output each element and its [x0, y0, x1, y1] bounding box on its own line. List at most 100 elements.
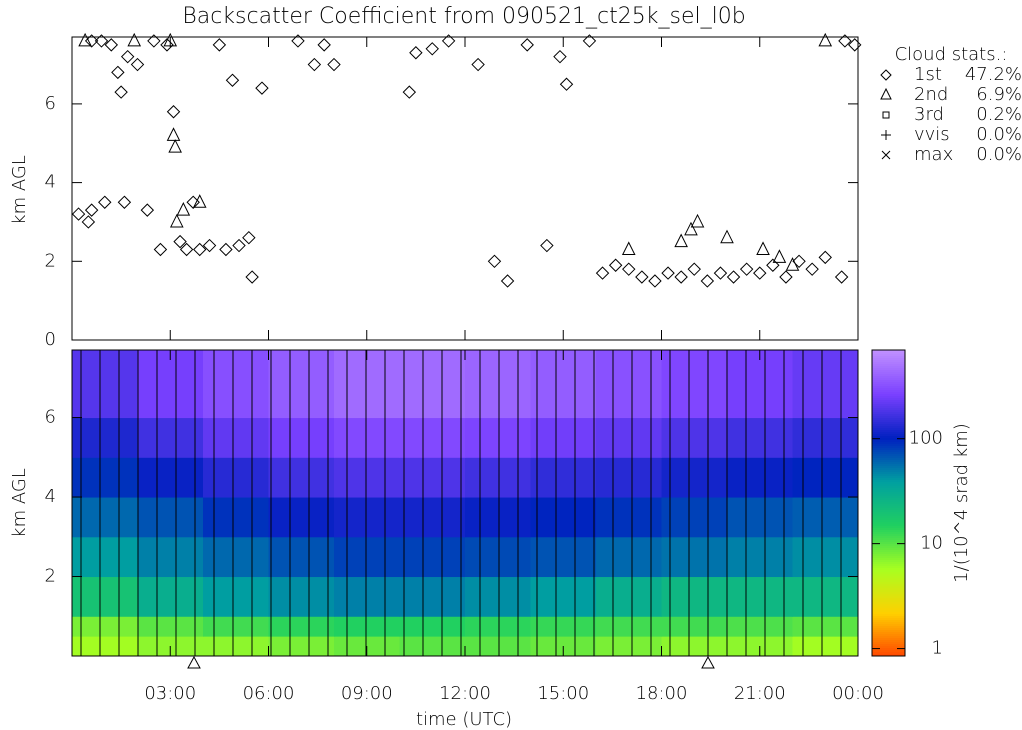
data-point — [838, 34, 852, 48]
colorbar-slice — [872, 456, 905, 459]
colorbar-slice — [872, 568, 905, 571]
data-point — [582, 34, 597, 48]
heat-cell — [399, 616, 466, 637]
colorbar-slice — [872, 426, 905, 429]
colorbar-slice — [872, 468, 905, 471]
heat-cell — [203, 497, 269, 538]
colorbar-slice — [872, 604, 905, 607]
legend-symbol — [882, 111, 890, 119]
heat-cell — [661, 536, 728, 578]
data-point — [834, 270, 849, 284]
data-point — [147, 34, 161, 48]
heat-cell — [596, 616, 662, 637]
colorbar-slice — [872, 372, 905, 375]
heat-cell — [137, 497, 204, 538]
colorbar-slice — [872, 368, 905, 371]
heat-cell — [661, 636, 728, 657]
heat-cell — [399, 457, 466, 498]
heat-cell — [334, 536, 400, 578]
colorbar-slice — [872, 434, 905, 437]
heat-cell — [334, 576, 400, 617]
colorbar-slice — [872, 422, 905, 425]
data-point — [111, 65, 125, 80]
colorbar-slice — [872, 558, 905, 561]
colorbar-slice — [872, 448, 905, 451]
data-point — [120, 49, 135, 64]
colorbar-slice — [872, 412, 905, 415]
colorbar-slice — [872, 504, 905, 507]
heat-cell — [137, 350, 204, 419]
data-point — [153, 242, 168, 257]
colorbar-slice — [872, 392, 905, 395]
data-point — [635, 270, 649, 284]
heat-cell — [792, 636, 859, 657]
data-point — [81, 215, 96, 229]
heat-cell — [268, 616, 335, 637]
heat-cell — [596, 576, 662, 617]
colorbar-slice — [872, 366, 905, 369]
data-point — [818, 32, 833, 47]
colorbar-slice — [872, 616, 905, 619]
heat-cell — [465, 417, 531, 458]
colorbar-slice — [872, 648, 905, 651]
heat-cell — [203, 636, 269, 657]
colorbar-slice — [872, 512, 905, 515]
colorbar-slice — [872, 474, 905, 477]
y-axis-label: km AGL — [9, 468, 30, 538]
data-point — [71, 207, 86, 221]
colorbar-slice — [872, 574, 905, 577]
data-point — [684, 221, 698, 236]
x-tick-label: 00:00 — [832, 683, 884, 704]
colorbar-slice — [872, 556, 905, 559]
colorbar-slice — [872, 388, 905, 391]
colorbar-slice — [872, 518, 905, 521]
heat-cell — [530, 350, 597, 419]
colorbar-slice — [872, 606, 905, 609]
data-point — [192, 194, 207, 208]
colorbar-slice — [872, 654, 905, 657]
legend-label: 1st — [914, 64, 942, 85]
colorbar-slice — [872, 538, 905, 541]
heat-cell — [465, 350, 531, 419]
colorbar-slice — [872, 614, 905, 617]
colorbar-slice — [872, 642, 905, 645]
data-point — [753, 266, 767, 280]
colorbar-slice — [872, 358, 905, 361]
colorbar-slice — [872, 638, 905, 641]
heatmap — [72, 350, 859, 657]
heat-cell — [334, 457, 400, 498]
colorbar-slice — [872, 454, 905, 457]
colorbar-slice — [872, 524, 905, 527]
heat-cell — [203, 536, 269, 578]
legend-value: 0.0% — [976, 124, 1022, 145]
data-point — [327, 57, 341, 72]
y-tick-label: 4 — [45, 172, 56, 193]
data-point — [176, 202, 191, 216]
colorbar-slice — [872, 510, 905, 513]
colorbar-slice — [872, 572, 905, 575]
heat-cell — [268, 350, 335, 419]
data-point — [425, 42, 439, 56]
heat-cell — [203, 616, 269, 637]
data-point — [140, 203, 155, 217]
heat-cell — [268, 417, 335, 458]
colorbar-slice — [872, 476, 905, 479]
heat-cell — [72, 576, 138, 617]
data-point — [595, 266, 610, 280]
heat-cell — [399, 497, 466, 538]
colorbar-slice — [872, 400, 905, 403]
colorbar-slice — [872, 578, 905, 581]
colorbar-slice — [872, 500, 905, 503]
colorbar-slice — [872, 380, 905, 383]
legend-symbol — [881, 130, 891, 140]
data-point — [756, 241, 770, 255]
colorbar-slice — [872, 450, 905, 453]
data-point — [84, 203, 99, 217]
colorbar-slice — [872, 634, 905, 637]
colorbar-slice — [872, 382, 905, 385]
data-point — [805, 262, 819, 276]
colorbar-slice — [872, 566, 905, 569]
colorbar-slice — [872, 404, 905, 407]
heat-cell — [661, 350, 728, 419]
colorbar-slice — [872, 502, 905, 505]
